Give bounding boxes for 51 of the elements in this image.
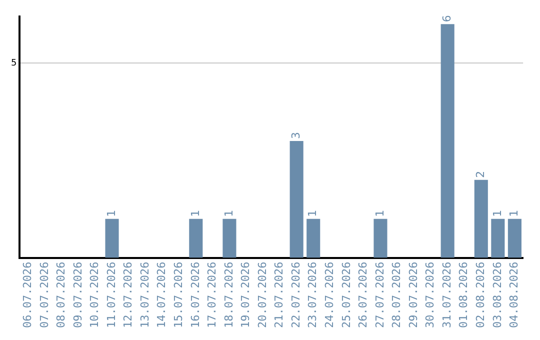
x-tick-label: 21.07.2026 bbox=[272, 262, 286, 328]
x-tick-label: 30.07.2026 bbox=[424, 262, 437, 328]
data-label: 1 bbox=[306, 210, 320, 217]
bar bbox=[440, 24, 454, 258]
x-tick-label: 28.07.2026 bbox=[390, 262, 404, 328]
data-label: 1 bbox=[490, 210, 504, 217]
x-tick-label: 14.07.2026 bbox=[155, 262, 168, 328]
data-label: 1 bbox=[373, 210, 386, 217]
x-tick-label: 15.07.2026 bbox=[172, 262, 185, 328]
x-tick-label: 12.07.2026 bbox=[122, 262, 135, 328]
data-label: 6 bbox=[440, 15, 454, 22]
x-tick-label: 02.08.2026 bbox=[474, 262, 487, 328]
x-tick-label: 01.08.2026 bbox=[457, 262, 470, 328]
x-tick-label: 11.07.2026 bbox=[104, 262, 118, 328]
data-label: 2 bbox=[474, 170, 487, 178]
x-tick-label: 07.07.2026 bbox=[38, 262, 51, 328]
x-tick-label: 22.07.2026 bbox=[289, 262, 302, 328]
x-tick-label: 09.07.2026 bbox=[71, 262, 84, 328]
x-tick-label: 20.07.2026 bbox=[256, 262, 269, 328]
data-label: 1 bbox=[508, 210, 521, 217]
bar bbox=[290, 140, 304, 258]
x-tick-label: 23.07.2026 bbox=[306, 262, 320, 328]
x-tick-label: 03.08.2026 bbox=[490, 262, 504, 328]
bar bbox=[105, 218, 119, 258]
bar bbox=[306, 218, 320, 258]
x-tick-label: 04.08.2026 bbox=[508, 262, 521, 328]
x-tick-label: 31.07.2026 bbox=[440, 262, 454, 328]
bar bbox=[508, 218, 522, 258]
x-tick-label: 19.07.2026 bbox=[239, 262, 252, 328]
x-tick-label: 13.07.2026 bbox=[138, 262, 152, 328]
x-tick-label: 26.07.2026 bbox=[356, 262, 370, 328]
x-tick-label: 27.07.2026 bbox=[373, 262, 386, 328]
bar bbox=[189, 218, 203, 258]
y-tick-label: 5 bbox=[10, 58, 17, 68]
x-tick-label: 18.07.2026 bbox=[222, 262, 236, 328]
x-tick-label: 08.07.2026 bbox=[54, 262, 68, 328]
data-label: 1 bbox=[104, 210, 118, 217]
data-label: 1 bbox=[222, 210, 236, 217]
bar bbox=[222, 218, 236, 258]
x-tick-label: 25.07.2026 bbox=[340, 262, 353, 328]
data-label: 1 bbox=[188, 210, 202, 217]
data-label: 3 bbox=[289, 132, 302, 139]
x-tick-label: 24.07.2026 bbox=[322, 262, 336, 328]
x-tick-label: 29.07.2026 bbox=[406, 262, 420, 328]
x-tick-label: 16.07.2026 bbox=[188, 262, 202, 328]
x-tick-label: 10.07.2026 bbox=[88, 262, 102, 328]
bar bbox=[474, 180, 488, 258]
bar bbox=[491, 218, 505, 258]
bar bbox=[374, 218, 388, 258]
x-tick-label: 06.07.2026 bbox=[20, 262, 34, 328]
x-tick-label: 17.07.2026 bbox=[206, 262, 219, 328]
